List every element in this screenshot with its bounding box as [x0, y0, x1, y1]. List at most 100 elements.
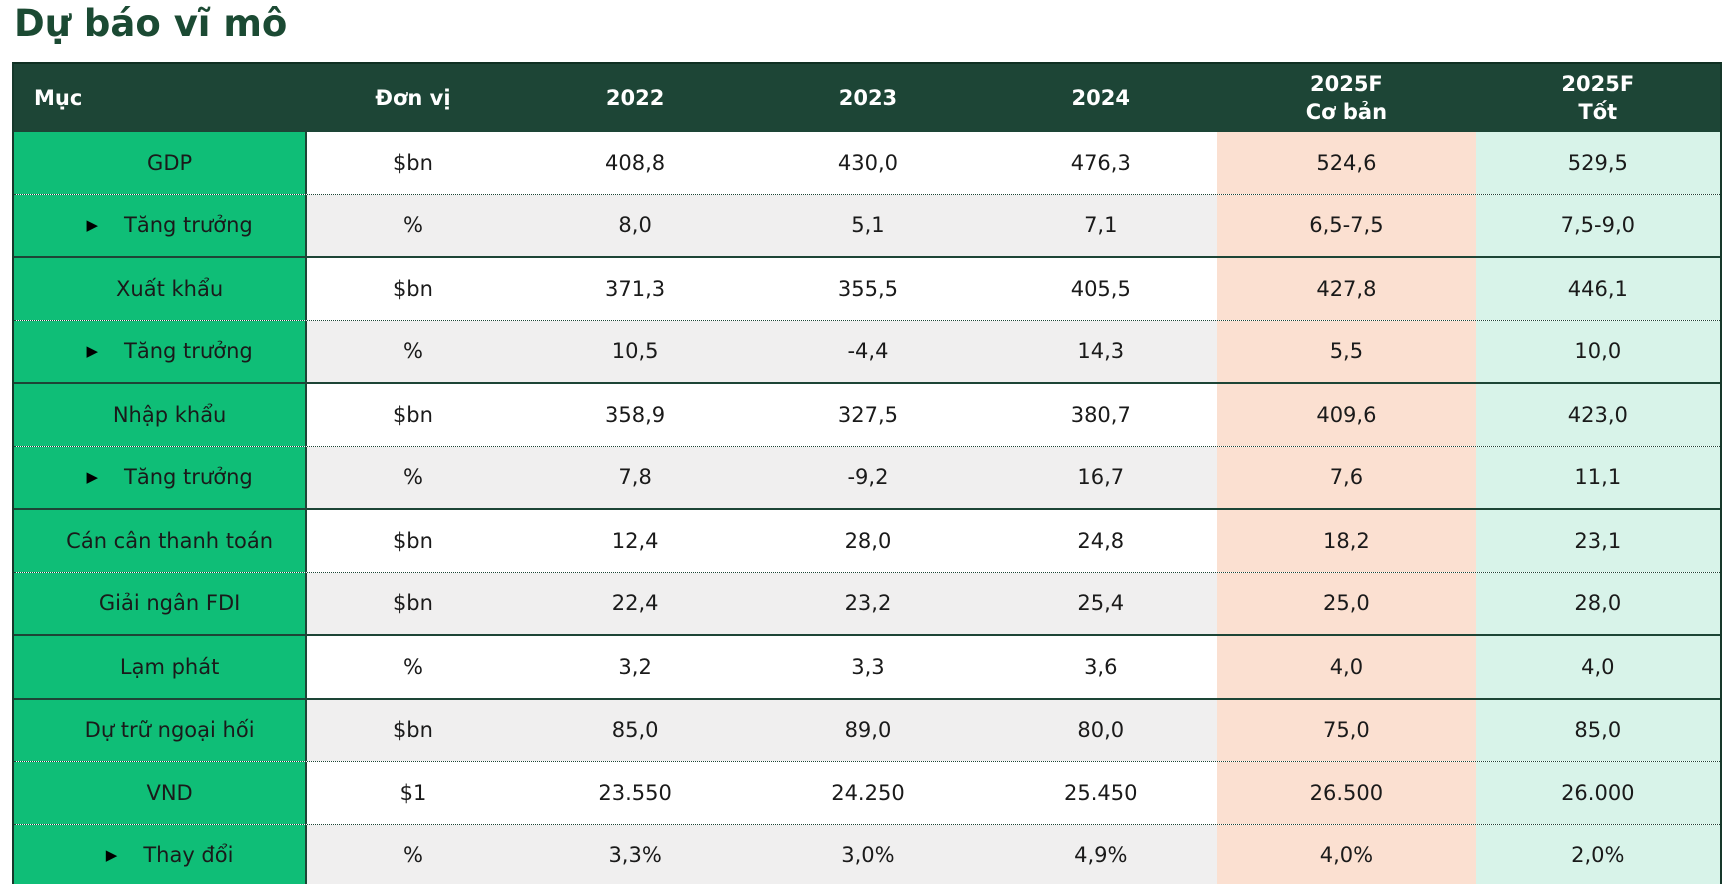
row-label: GDP — [147, 150, 193, 175]
row-vnd-change: ▶ Thay đổi % 3,3% 3,0% 4,9% 4,0% 2,0% — [14, 824, 1721, 884]
unit-cell: $bn — [307, 699, 519, 761]
row-label-cell: ▶ Thay đổi — [14, 824, 308, 884]
row-label-cell: Dự trữ ngoại hối — [14, 699, 308, 761]
col-header-2025f-base-line1: 2025F — [1309, 71, 1383, 96]
unit-cell: $1 — [307, 762, 519, 824]
row-fx-reserves: Dự trữ ngoại hối $bn 85,0 89,0 80,0 75,0… — [14, 699, 1721, 762]
value-2023: -4,4 — [751, 320, 985, 382]
row-label: Tăng trưởng — [124, 213, 253, 238]
row-label: Tăng trưởng — [124, 465, 253, 490]
value-2022: 3,2 — [518, 636, 752, 698]
triangle-bullet-icon: ▶ — [105, 845, 118, 864]
triangle-bullet-icon: ▶ — [86, 467, 99, 486]
row-label: Xuất khẩu — [116, 276, 224, 301]
col-header-2025f-best-line1: 2025F — [1561, 71, 1635, 96]
unit-cell: % — [307, 320, 519, 382]
col-header-2025f-base: 2025F Cơ bản — [1217, 64, 1475, 132]
row-balance-of-payments: Cán cân thanh toán $bn 12,4 28,0 24,8 18… — [14, 510, 1721, 573]
value-2023: 89,0 — [751, 699, 985, 761]
value-2022: 10,5 — [518, 320, 752, 382]
value-2024: 14,3 — [984, 320, 1218, 382]
value-2025f-best: 7,5-9,0 — [1475, 194, 1721, 256]
value-2024: 7,1 — [984, 194, 1218, 256]
value-2023: 3,0% — [751, 824, 985, 884]
value-2022: 8,0 — [518, 194, 752, 256]
value-2025f-best: 10,0 — [1475, 320, 1721, 382]
col-header-item: Mục — [34, 85, 83, 110]
value-2024: 380,7 — [984, 384, 1218, 446]
value-2022: 358,9 — [518, 384, 752, 446]
unit-cell: % — [307, 446, 519, 508]
value-2025f-best: 4,0 — [1475, 636, 1721, 698]
value-2024: 405,5 — [984, 258, 1218, 320]
unit-cell: % — [307, 824, 519, 884]
value-2025f-base: 524,6 — [1217, 132, 1476, 194]
col-header-2025f-best: 2025F Tốt — [1476, 64, 1720, 132]
col-header-unit: Đơn vị — [375, 85, 451, 110]
row-inflation: Lạm phát % 3,2 3,3 3,6 4,0 4,0 — [14, 636, 1721, 700]
row-imports-growth: ▶ Tăng trưởng % 7,8 -9,2 16,7 7,6 11,1 — [14, 446, 1721, 510]
value-2022: 22,4 — [518, 572, 752, 634]
value-2024: 80,0 — [984, 699, 1218, 761]
value-2024: 16,7 — [984, 446, 1218, 508]
unit-cell: % — [307, 636, 519, 698]
col-header-2023: 2023 — [838, 85, 898, 110]
value-2025f-base: 6,5-7,5 — [1217, 194, 1476, 256]
value-2022: 3,3% — [518, 824, 752, 884]
row-label: Dự trữ ngoại hối — [84, 718, 255, 743]
value-2025f-base: 18,2 — [1217, 510, 1476, 572]
value-2025f-base: 409,6 — [1217, 384, 1476, 446]
triangle-bullet-icon: ▶ — [86, 341, 99, 360]
row-label-cell: Cán cân thanh toán — [14, 510, 308, 572]
value-2025f-best: 23,1 — [1475, 510, 1721, 572]
row-label: Giải ngân FDI — [98, 591, 241, 616]
unit-cell: $bn — [307, 510, 519, 572]
value-2023: 355,5 — [751, 258, 985, 320]
row-exports-growth: ▶ Tăng trưởng % 10,5 -4,4 14,3 5,5 10,0 — [14, 320, 1721, 384]
value-2022: 7,8 — [518, 446, 752, 508]
row-label-cell: Xuất khẩu — [14, 258, 308, 320]
value-2025f-base: 25,0 — [1217, 572, 1476, 634]
value-2025f-best: 446,1 — [1475, 258, 1721, 320]
value-2023: 327,5 — [751, 384, 985, 446]
value-2025f-best: 26.000 — [1475, 762, 1721, 824]
row-label-cell: GDP — [14, 132, 308, 194]
value-2022: 23.550 — [518, 762, 752, 824]
value-2024: 25.450 — [984, 762, 1218, 824]
row-label-cell: Giải ngân FDI — [14, 572, 308, 634]
col-header-2024: 2024 — [1071, 85, 1130, 110]
row-label-cell: ▶ Tăng trưởng — [14, 194, 308, 256]
value-2025f-base: 5,5 — [1217, 320, 1476, 382]
unit-cell: $bn — [307, 132, 519, 194]
value-2025f-base: 7,6 — [1217, 446, 1476, 508]
value-2025f-best: 423,0 — [1475, 384, 1721, 446]
value-2025f-base: 26.500 — [1217, 762, 1476, 824]
col-header-2022: 2022 — [605, 85, 665, 110]
value-2025f-base: 4,0 — [1217, 636, 1476, 698]
value-2023: 5,1 — [751, 194, 985, 256]
value-2025f-base: 4,0% — [1217, 824, 1476, 884]
value-2024: 24,8 — [984, 510, 1218, 572]
value-2024: 4,9% — [984, 824, 1218, 884]
table-header-row: Mục Đơn vị 2022 2023 2024 2025F Cơ bản 2… — [14, 64, 1720, 132]
row-label: Thay đổi — [143, 843, 234, 868]
row-label: Lạm phát — [119, 654, 220, 679]
value-2025f-base: 75,0 — [1217, 699, 1476, 761]
value-2024: 3,6 — [984, 636, 1218, 698]
row-label-cell: ▶ Tăng trưởng — [14, 446, 308, 508]
row-label: Cán cân thanh toán — [66, 528, 274, 553]
row-label: VND — [146, 780, 193, 805]
row-vnd: VND $1 23.550 24.250 25.450 26.500 26.00… — [14, 762, 1721, 825]
col-header-2025f-best-line2: Tốt — [1578, 100, 1618, 124]
row-exports: Xuất khẩu $bn 371,3 355,5 405,5 427,8 44… — [14, 258, 1721, 321]
row-label-cell: Nhập khẩu — [14, 384, 308, 446]
value-2025f-best: 2,0% — [1475, 824, 1721, 884]
row-label-cell: VND — [14, 762, 308, 824]
value-2024: 476,3 — [984, 132, 1218, 194]
row-gdp: GDP $bn 408,8 430,0 476,3 524,6 529,5 — [14, 132, 1721, 195]
value-2022: 408,8 — [518, 132, 752, 194]
row-gdp-growth: ▶ Tăng trưởng % 8,0 5,1 7,1 6,5-7,5 7,5-9… — [14, 194, 1721, 258]
value-2023: 23,2 — [751, 572, 985, 634]
row-imports: Nhập khẩu $bn 358,9 327,5 380,7 409,6 42… — [14, 384, 1721, 447]
value-2023: 3,3 — [751, 636, 985, 698]
